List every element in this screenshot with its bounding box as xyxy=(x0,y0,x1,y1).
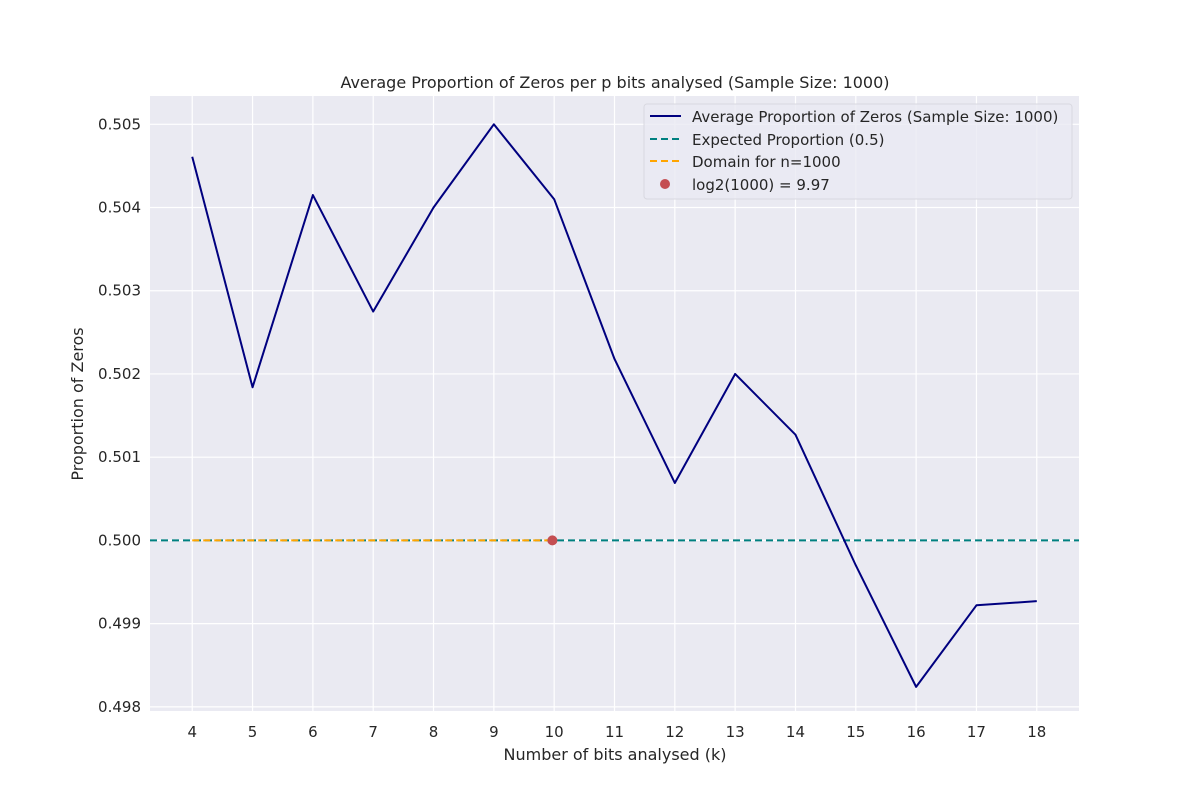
y-tick-label: 0.504 xyxy=(98,199,141,217)
chart-title: Average Proportion of Zeros per p bits a… xyxy=(340,73,889,92)
y-tick-label: 0.498 xyxy=(98,698,141,716)
log2-point xyxy=(547,535,558,546)
y-tick-label: 0.505 xyxy=(98,115,141,133)
x-tick-label: 7 xyxy=(368,723,378,741)
legend-label-log2: log2(1000) = 9.97 xyxy=(692,176,830,194)
legend-label-domain: Domain for n=1000 xyxy=(692,153,841,171)
y-axis-label: Proportion of Zeros xyxy=(68,327,87,480)
x-tick-label: 12 xyxy=(665,723,684,741)
legend-label-expected: Expected Proportion (0.5) xyxy=(692,131,884,149)
x-tick-label: 10 xyxy=(545,723,564,741)
x-tick-label: 8 xyxy=(429,723,439,741)
x-tick-label: 16 xyxy=(907,723,926,741)
legend-box xyxy=(643,103,1073,200)
x-tick-label: 14 xyxy=(786,723,805,741)
y-tick-label: 0.499 xyxy=(98,615,141,633)
legend-marker-log2 xyxy=(660,179,670,189)
y-tick-label: 0.503 xyxy=(98,282,141,300)
x-tick-label: 17 xyxy=(967,723,986,741)
x-tick-label: 15 xyxy=(846,723,865,741)
y-tick-label: 0.501 xyxy=(98,448,141,466)
legend: Average Proportion of Zeros (Sample Size… xyxy=(643,103,1073,200)
x-axis-label: Number of bits analysed (k) xyxy=(504,745,727,764)
x-tick-label: 13 xyxy=(726,723,745,741)
x-tick-label: 4 xyxy=(187,723,197,741)
series-layer xyxy=(150,123,1079,688)
x-tick-label: 9 xyxy=(489,723,499,741)
x-tick-label: 11 xyxy=(605,723,624,741)
y-tick-label: 0.500 xyxy=(98,531,141,549)
legend-label-series-1: Average Proportion of Zeros (Sample Size… xyxy=(692,108,1058,126)
y-tick-label: 0.502 xyxy=(98,365,141,383)
series-line-average-zeros xyxy=(191,123,1037,688)
x-tick-label: 18 xyxy=(1027,723,1046,741)
tick-labels: 4 5 6 7 8 9 10 11 12 13 14 15 16 17 18 0.498 0.499 0.500 0… xyxy=(98,115,1046,741)
x-tick-label: 6 xyxy=(308,723,318,741)
x-tick-label: 5 xyxy=(248,723,258,741)
